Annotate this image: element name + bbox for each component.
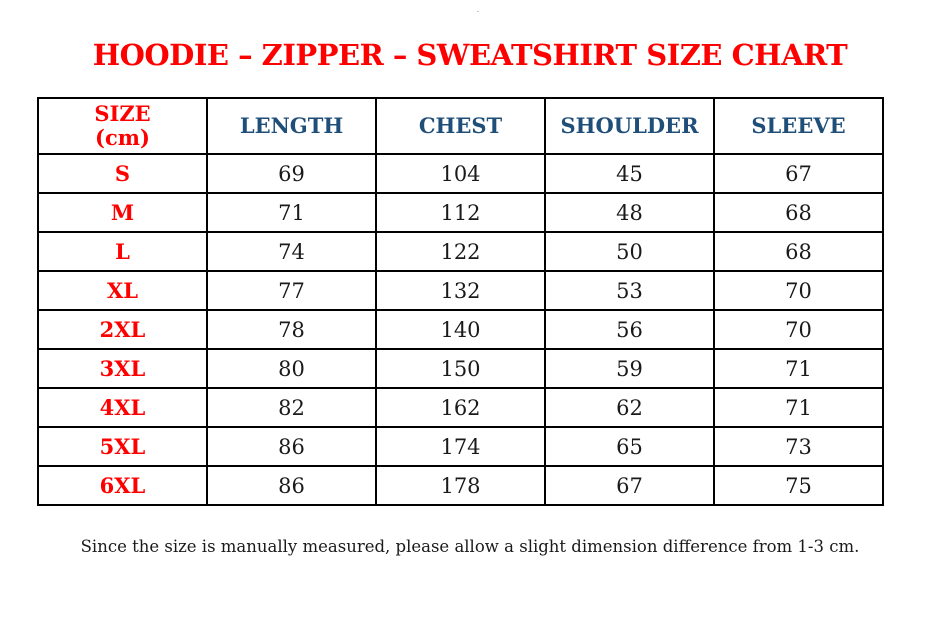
column-header-length: LENGTH xyxy=(206,97,377,155)
table-row: XL 77 132 53 70 xyxy=(37,270,884,311)
size-label-cell: 6XL xyxy=(37,465,208,506)
measurement-cell: 62 xyxy=(544,387,715,428)
table-row: 6XL 86 178 67 75 xyxy=(37,465,884,506)
measurement-cell: 74 xyxy=(206,231,377,272)
measurement-cell: 140 xyxy=(375,309,546,350)
measurement-cell: 150 xyxy=(375,348,546,389)
measurement-cell: 73 xyxy=(713,426,884,467)
measurement-cell: 56 xyxy=(544,309,715,350)
measurement-cell: 48 xyxy=(544,192,715,233)
measurement-cell: 162 xyxy=(375,387,546,428)
measurement-cell: 50 xyxy=(544,231,715,272)
size-label-cell: M xyxy=(37,192,208,233)
column-header-chest: CHEST xyxy=(375,97,546,155)
size-chart-table: SIZE (cm) LENGTH CHEST SHOULDER SLEEVE S… xyxy=(37,97,884,506)
measurement-cell: 174 xyxy=(375,426,546,467)
size-chart-tbody: S 69 104 45 67 M 71 112 48 68 L 74 122 50 68 XL 77 132 53 7… xyxy=(37,153,884,506)
column-header-size: SIZE (cm) xyxy=(37,97,208,155)
measurement-cell: 65 xyxy=(544,426,715,467)
measurement-cell: 132 xyxy=(375,270,546,311)
measurement-cell: 86 xyxy=(206,426,377,467)
header-row: SIZE (cm) LENGTH CHEST SHOULDER SLEEVE xyxy=(37,97,884,155)
measurement-cell: 86 xyxy=(206,465,377,506)
column-header-sleeve: SLEEVE xyxy=(713,97,884,155)
measurement-cell: 82 xyxy=(206,387,377,428)
measurement-cell: 112 xyxy=(375,192,546,233)
table-row: S 69 104 45 67 xyxy=(37,153,884,194)
size-label-cell: 2XL xyxy=(37,309,208,350)
measurement-cell: 78 xyxy=(206,309,377,350)
measurement-cell: 71 xyxy=(713,387,884,428)
table-row: M 71 112 48 68 xyxy=(37,192,884,233)
size-label-cell: XL xyxy=(37,270,208,311)
column-header-shoulder: SHOULDER xyxy=(544,97,715,155)
measurement-cell: 178 xyxy=(375,465,546,506)
measurement-cell: 68 xyxy=(713,231,884,272)
measurement-cell: 71 xyxy=(713,348,884,389)
measurement-note: Since the size is manually measured, ple… xyxy=(80,537,860,556)
measurement-cell: 71 xyxy=(206,192,377,233)
table-row: 4XL 82 162 62 71 xyxy=(37,387,884,428)
measurement-cell: 53 xyxy=(544,270,715,311)
page-title: HOODIE – ZIPPER – SWEATSHIRT SIZE CHART xyxy=(92,38,848,72)
table-row: 3XL 80 150 59 71 xyxy=(37,348,884,389)
measurement-cell: 104 xyxy=(375,153,546,194)
measurement-cell: 59 xyxy=(544,348,715,389)
measurement-cell: 70 xyxy=(713,270,884,311)
measurement-cell: 68 xyxy=(713,192,884,233)
measurement-cell: 67 xyxy=(713,153,884,194)
measurement-cell: 80 xyxy=(206,348,377,389)
table-row: 2XL 78 140 56 70 xyxy=(37,309,884,350)
measurement-cell: 77 xyxy=(206,270,377,311)
size-label-cell: L xyxy=(37,231,208,272)
size-label-cell: 3XL xyxy=(37,348,208,389)
size-label-cell: 5XL xyxy=(37,426,208,467)
table-row: L 74 122 50 68 xyxy=(37,231,884,272)
measurement-cell: 75 xyxy=(713,465,884,506)
table-row: 5XL 86 174 65 73 xyxy=(37,426,884,467)
measurement-cell: 122 xyxy=(375,231,546,272)
size-chart-container: SIZE (cm) LENGTH CHEST SHOULDER SLEEVE S… xyxy=(37,97,884,506)
stray-dot-artifact: . xyxy=(477,9,479,13)
measurement-cell: 69 xyxy=(206,153,377,194)
measurement-cell: 67 xyxy=(544,465,715,506)
size-label-cell: 4XL xyxy=(37,387,208,428)
measurement-cell: 70 xyxy=(713,309,884,350)
size-label-cell: S xyxy=(37,153,208,194)
measurement-cell: 45 xyxy=(544,153,715,194)
